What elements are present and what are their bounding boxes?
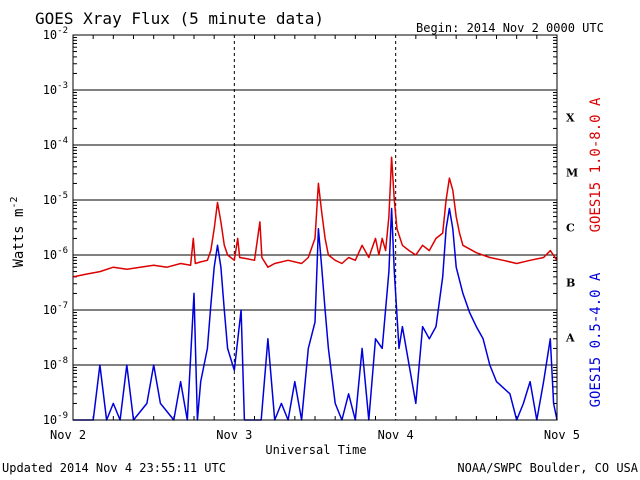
y-tick-label: 10-9 — [43, 411, 68, 427]
flare-class-labels: X M C B A — [565, 112, 578, 345]
updated-timestamp: Updated 2014 Nov 4 23:55:11 UTC — [2, 461, 226, 475]
y-tick-label: 10-5 — [43, 191, 68, 207]
flare-class-X: X — [566, 112, 575, 125]
y-tick-label: 10-4 — [43, 136, 68, 152]
credit-label: NOAA/SWPC Boulder, CO USA — [457, 461, 638, 475]
series-lines — [72, 156, 558, 421]
y-tick-label: 10-3 — [43, 81, 68, 97]
y-tick-labels: 10-2 10-3 10-4 10-5 10-6 10-7 10-8 10-9 — [43, 26, 68, 427]
begin-label: Begin: 2014 Nov 2 0000 UTC — [416, 21, 604, 35]
svg-text:Watts m-2: Watts m-2 — [9, 196, 27, 267]
legend-entry-2: GOES15 0.5-4.0 A — [588, 272, 604, 407]
y-tick-label: 10-6 — [43, 246, 68, 262]
flare-class-M: M — [566, 167, 578, 180]
y-tick-label: 10-8 — [43, 356, 68, 372]
flare-class-C: C — [566, 222, 575, 235]
y-tick-label: 10-7 — [43, 301, 68, 317]
plot-frame — [72, 34, 558, 421]
flare-class-A: A — [565, 332, 575, 345]
x-tick-label: Nov 5 — [544, 428, 580, 442]
x-tick-label: Nov 3 — [216, 428, 252, 442]
series-line-1 — [72, 156, 558, 278]
y-tick-label: 10-2 — [43, 26, 68, 42]
legend-entry-1: GOES15 1.0-8.0 A — [588, 97, 604, 232]
x-tick-label: Nov 4 — [378, 428, 414, 442]
legend: GOES15 1.0-8.0 A GOES15 0.5-4.0 A — [588, 97, 604, 407]
flare-class-B: B — [566, 277, 575, 290]
x-tick-label: Nov 2 — [50, 428, 86, 442]
y-axis-label: Watts m-2 — [9, 196, 27, 267]
x-tick-labels: Nov 2 Nov 3 Nov 4 Nov 5 — [50, 428, 580, 442]
x-axis-label: Universal Time — [265, 443, 366, 457]
chart-title: GOES Xray Flux (5 minute data) — [35, 9, 324, 28]
